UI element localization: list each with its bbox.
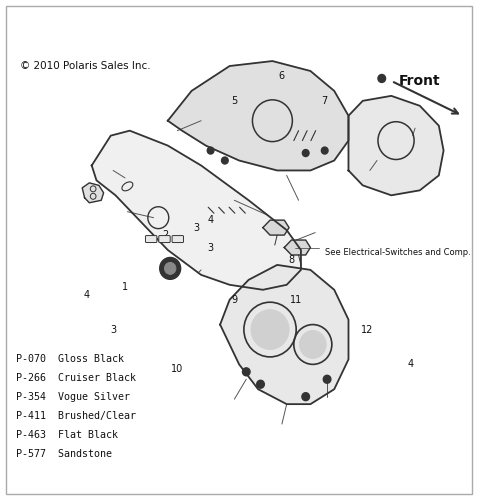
Text: 4: 4 bbox=[84, 290, 90, 300]
FancyBboxPatch shape bbox=[146, 236, 157, 242]
Circle shape bbox=[378, 74, 386, 82]
Text: © 2010 Polaris Sales Inc.: © 2010 Polaris Sales Inc. bbox=[20, 61, 151, 71]
Polygon shape bbox=[263, 220, 289, 235]
Text: 6: 6 bbox=[279, 71, 285, 81]
Text: Front: Front bbox=[399, 74, 440, 88]
Text: P-411  Brushed/Clear: P-411 Brushed/Clear bbox=[16, 411, 136, 421]
Circle shape bbox=[256, 380, 264, 388]
Text: 10: 10 bbox=[171, 364, 183, 374]
Text: 7: 7 bbox=[322, 96, 328, 106]
Text: P-577  Sandstone: P-577 Sandstone bbox=[16, 449, 112, 459]
Text: 3: 3 bbox=[110, 324, 116, 334]
Text: P-463  Flat Black: P-463 Flat Black bbox=[16, 430, 118, 440]
Polygon shape bbox=[168, 61, 348, 170]
Text: 1: 1 bbox=[122, 282, 128, 292]
Text: 8: 8 bbox=[288, 255, 294, 265]
Circle shape bbox=[302, 392, 310, 400]
Text: P-266  Cruiser Black: P-266 Cruiser Black bbox=[16, 374, 136, 384]
Text: 2: 2 bbox=[162, 230, 168, 240]
Circle shape bbox=[322, 147, 328, 154]
Text: P-070  Gloss Black: P-070 Gloss Black bbox=[16, 354, 124, 364]
Text: 3: 3 bbox=[194, 222, 200, 232]
Text: See Electrical-Switches and Comp.: See Electrical-Switches and Comp. bbox=[324, 248, 470, 257]
Text: P-354  Vogue Silver: P-354 Vogue Silver bbox=[16, 392, 130, 402]
Circle shape bbox=[242, 368, 250, 376]
Text: 4: 4 bbox=[407, 360, 414, 370]
Circle shape bbox=[164, 262, 176, 274]
Text: 9: 9 bbox=[232, 294, 237, 304]
FancyBboxPatch shape bbox=[159, 236, 170, 242]
Text: 12: 12 bbox=[362, 324, 374, 334]
Polygon shape bbox=[82, 183, 104, 203]
Text: 5: 5 bbox=[231, 96, 237, 106]
Circle shape bbox=[302, 150, 309, 156]
Circle shape bbox=[300, 330, 326, 358]
Circle shape bbox=[222, 157, 228, 164]
Circle shape bbox=[160, 258, 180, 280]
Circle shape bbox=[324, 376, 331, 384]
Polygon shape bbox=[220, 265, 348, 404]
Circle shape bbox=[208, 147, 214, 154]
Polygon shape bbox=[348, 96, 444, 196]
Polygon shape bbox=[284, 240, 310, 255]
FancyBboxPatch shape bbox=[172, 236, 184, 242]
Polygon shape bbox=[92, 130, 301, 290]
Circle shape bbox=[251, 310, 289, 350]
Text: 3: 3 bbox=[208, 242, 214, 252]
Text: 11: 11 bbox=[290, 294, 302, 304]
Text: 4: 4 bbox=[208, 215, 214, 225]
